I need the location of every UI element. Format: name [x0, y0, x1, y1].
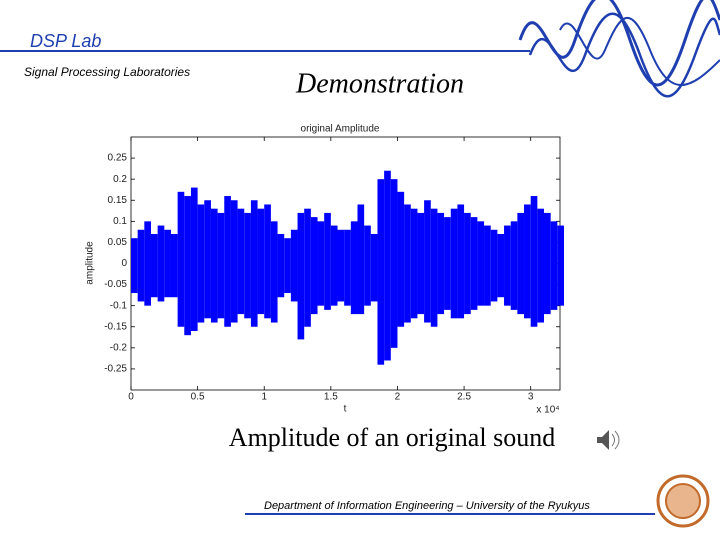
waveform-segment: [177, 191, 185, 327]
speaker-icon[interactable]: [597, 430, 620, 450]
waveform-segment: [317, 221, 325, 306]
waveform-segment: [137, 229, 145, 302]
waveform-segment: [364, 225, 371, 306]
waveform-segment: [404, 204, 411, 323]
waveform-segment: [357, 204, 365, 315]
x-scale-label: x 10⁴: [536, 405, 559, 416]
waveform-segment: [524, 204, 531, 319]
waveform-segment: [470, 217, 478, 310]
waveform-segment: [424, 200, 431, 323]
waveform-segment: [184, 196, 191, 336]
waveform-segment: [257, 208, 265, 315]
waveform-segment: [444, 217, 451, 310]
waveform-segment: [250, 200, 258, 327]
chart-title: original Amplitude: [301, 124, 380, 135]
waveform-segment: [477, 221, 485, 306]
waveform-segment: [144, 221, 151, 306]
waveform-segment: [277, 233, 285, 298]
waveform-segment: [204, 200, 211, 319]
x-tick-label: 3: [528, 392, 534, 403]
y-tick-label: 0.25: [108, 153, 128, 164]
waveform-segment: [550, 221, 558, 310]
waveform-segment: [324, 212, 331, 310]
lab-name: DSP Lab: [30, 31, 101, 51]
waveform-segment: [390, 179, 398, 348]
caption: Amplitude of an original sound: [229, 423, 555, 452]
x-tick-label: 2.5: [457, 392, 471, 403]
waveform-segment: [464, 212, 471, 315]
heading: Demonstration: [295, 68, 464, 99]
waveform-segment: [337, 229, 345, 302]
waveform-segment: [197, 204, 205, 323]
waveform-segment: [210, 208, 218, 323]
waveform-segment: [457, 204, 465, 319]
waveform-segment: [537, 208, 545, 323]
waveform-segment: [237, 208, 245, 315]
waveform-segment: [270, 221, 278, 323]
waveform-segment: [310, 217, 318, 315]
waveform-segment: [510, 221, 518, 310]
y-tick-label: -0.2: [110, 342, 128, 353]
y-tick-label: 0.15: [108, 195, 128, 206]
wave-decoration: [518, 0, 720, 98]
waveform-segment: [297, 212, 305, 340]
waveform-segment: [190, 187, 198, 331]
waveform-segment: [157, 225, 165, 302]
waveform-segment: [330, 225, 338, 306]
waveform-segment: [230, 200, 238, 323]
y-tick-label: -0.25: [104, 364, 127, 375]
y-tick-label: -0.15: [104, 321, 127, 332]
waveform-segment: [504, 225, 511, 306]
waveform-segment: [224, 196, 231, 327]
waveform-segment: [497, 233, 505, 298]
x-axis-label: t: [344, 404, 347, 415]
waveform-segment: [437, 212, 445, 315]
x-tick-label: 2: [395, 392, 401, 403]
x-tick-label: 0.5: [191, 392, 205, 403]
waveform-segment: [164, 229, 171, 298]
waveform-segment: [377, 179, 385, 365]
waveform-segment: [150, 233, 158, 298]
lab-subtitle: Signal Processing Laboratories: [24, 65, 190, 79]
waveform-segment: [170, 233, 178, 298]
waveform-segment: [304, 208, 311, 327]
waveform-segment: [430, 208, 438, 327]
waveform-segment: [410, 208, 418, 319]
waveform-segment: [490, 229, 498, 302]
waveform-segment: [417, 212, 425, 315]
waveform-segment: [284, 238, 291, 294]
y-tick-label: -0.1: [110, 300, 128, 311]
waveform-segment: [244, 212, 251, 319]
y-tick-label: 0: [121, 258, 127, 269]
waveform-segment: [517, 212, 525, 315]
y-tick-label: 0.05: [108, 237, 128, 248]
waveform-segment: [530, 196, 538, 327]
x-tick-label: 0: [128, 392, 134, 403]
x-tick-label: 1.5: [324, 392, 338, 403]
waveform-segment: [264, 204, 271, 319]
y-tick-label: -0.05: [104, 279, 127, 290]
waveform-segment: [370, 233, 378, 302]
logo: [656, 474, 710, 528]
waveform-segment: [397, 191, 405, 327]
y-axis-label: amplitude: [85, 241, 96, 285]
y-tick-label: 0.1: [113, 216, 127, 227]
waveform-segment: [350, 221, 358, 315]
x-tick-label: 1: [261, 392, 267, 403]
waveform-segment: [384, 170, 391, 361]
footer: Department of Information Engineering – …: [264, 500, 590, 512]
waveform-segment: [344, 229, 351, 306]
y-tick-label: 0.2: [113, 174, 127, 185]
waveform-segment: [557, 225, 564, 306]
waveform-segment: [290, 229, 298, 302]
waveform-segment: [484, 225, 491, 306]
waveform-segment: [544, 212, 551, 315]
waveform-segment: [131, 238, 138, 294]
waveform-segment: [217, 212, 225, 319]
waveform-segment: [450, 208, 458, 319]
